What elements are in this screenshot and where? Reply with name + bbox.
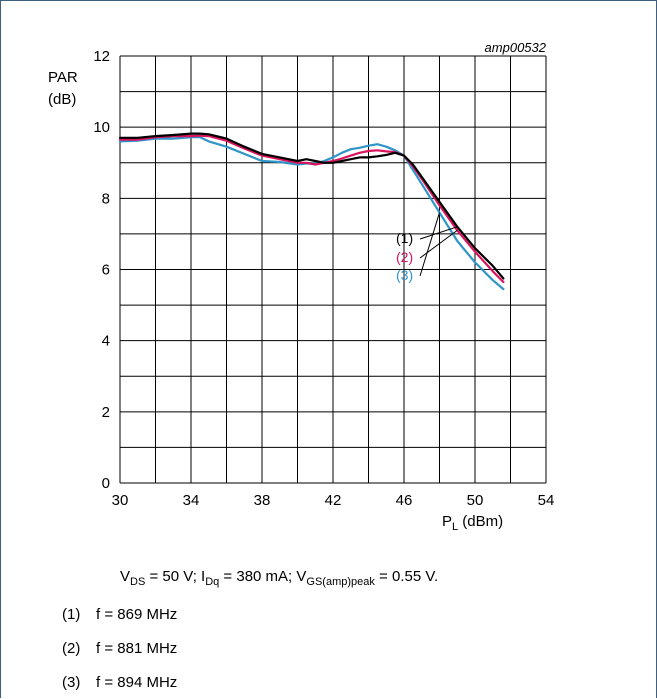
note-text: f = 894 MHz	[96, 674, 178, 691]
note-2: (2) f = 881 MHz	[62, 640, 177, 657]
chart-grid	[119, 55, 547, 484]
y-axis-label-line2: (dB)	[48, 91, 76, 108]
figure-id: amp00532	[485, 40, 547, 55]
note-text: f = 869 MHz	[96, 606, 178, 623]
series-line-2	[118, 134, 505, 284]
y-tick-label: 0	[102, 475, 110, 492]
note-1: (1) f = 869 MHz	[62, 606, 177, 623]
conditions-caption: VDS = 50 V; IDq = 380 mA; VGS(amp)peak =…	[120, 568, 439, 588]
y-tick-label: 12	[93, 48, 110, 65]
x-tick-label: 50	[467, 492, 484, 509]
series-line-1	[118, 132, 505, 280]
x-tick-label: 38	[254, 492, 271, 509]
series-label-3: (3)	[396, 267, 413, 283]
series-label-2: (2)	[396, 249, 413, 265]
chart-series-labels: (1) (2) (3)	[396, 212, 458, 283]
series-line-3	[118, 136, 505, 291]
y-tick-label: 4	[102, 333, 110, 350]
series-leader-2	[419, 229, 458, 259]
x-tick-label: 46	[396, 492, 413, 509]
note-3: (3) f = 894 MHz	[62, 674, 177, 691]
y-tick-label: 6	[102, 262, 110, 279]
series-label-1: (1)	[396, 230, 413, 246]
note-text: f = 881 MHz	[96, 640, 178, 657]
x-tick-label: 30	[112, 492, 129, 509]
x-tick-label: 54	[538, 492, 555, 509]
y-tick-label: 8	[102, 190, 110, 207]
chart-series	[118, 132, 505, 291]
series-leader-1	[419, 226, 458, 240]
y-axis-label-line1: PAR	[48, 69, 78, 86]
y-tick-label: 2	[102, 404, 110, 421]
x-tick-label: 42	[325, 492, 342, 509]
y-tick-label: 10	[93, 119, 110, 136]
x-tick-label: 34	[183, 492, 200, 509]
note-number: (1)	[62, 606, 81, 623]
note-number: (3)	[62, 674, 81, 691]
note-number: (2)	[62, 640, 81, 657]
x-axis-label: PL (dBm)	[442, 513, 503, 533]
series-leader-3	[419, 212, 440, 277]
